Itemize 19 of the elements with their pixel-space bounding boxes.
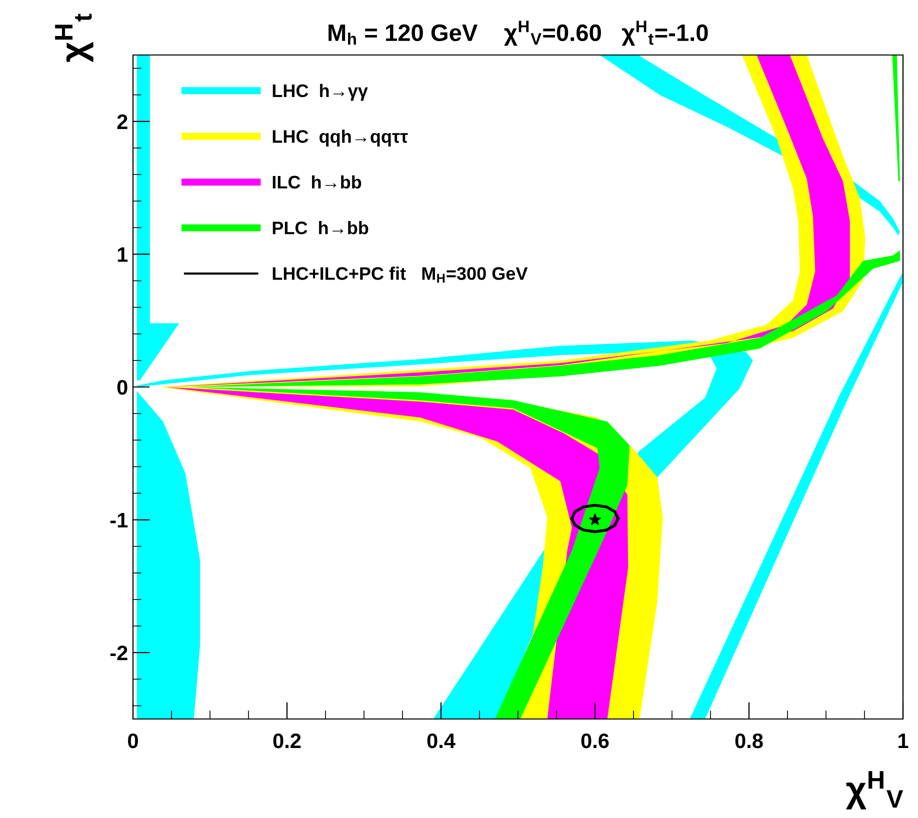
legend-label: PLC h→bb <box>272 221 368 234</box>
legend-label: LHC qqh→qqττ <box>272 130 408 146</box>
x-tick-label: 0.6 <box>581 733 609 748</box>
x-tick-label: 0.4 <box>427 733 456 748</box>
y-tick-label: 0 <box>117 380 128 395</box>
y-axis-title: χ$^{H}$$_{t}$ <box>55 14 94 62</box>
x-tick-label: 0 <box>128 733 138 748</box>
x-tick-label: 1 <box>898 734 908 748</box>
legend-label: ILC h→bb <box>272 175 362 189</box>
chart-title: M$_{h}$ = 120 GeV χ$^{H}$$_{V}$=0.60 χ$^{H}$$_{t}$=-1.0 <box>328 20 708 46</box>
x-tick-label: 0.8 <box>735 733 763 748</box>
legend-label: LHC h→γγ <box>272 84 368 101</box>
y-tick-label: 1 <box>118 247 128 262</box>
y-tick-label: -1 <box>110 513 128 528</box>
x-tick-label: 0.2 <box>273 733 301 748</box>
legend-label: LHC+ILC+PC fit M$_{H}$=300 GeV <box>272 266 528 283</box>
x-axis-title: χ$^{H}$$_{V}$ <box>846 771 904 810</box>
y-tick-label: 2 <box>117 114 128 129</box>
y-tick-label: -2 <box>110 646 128 660</box>
